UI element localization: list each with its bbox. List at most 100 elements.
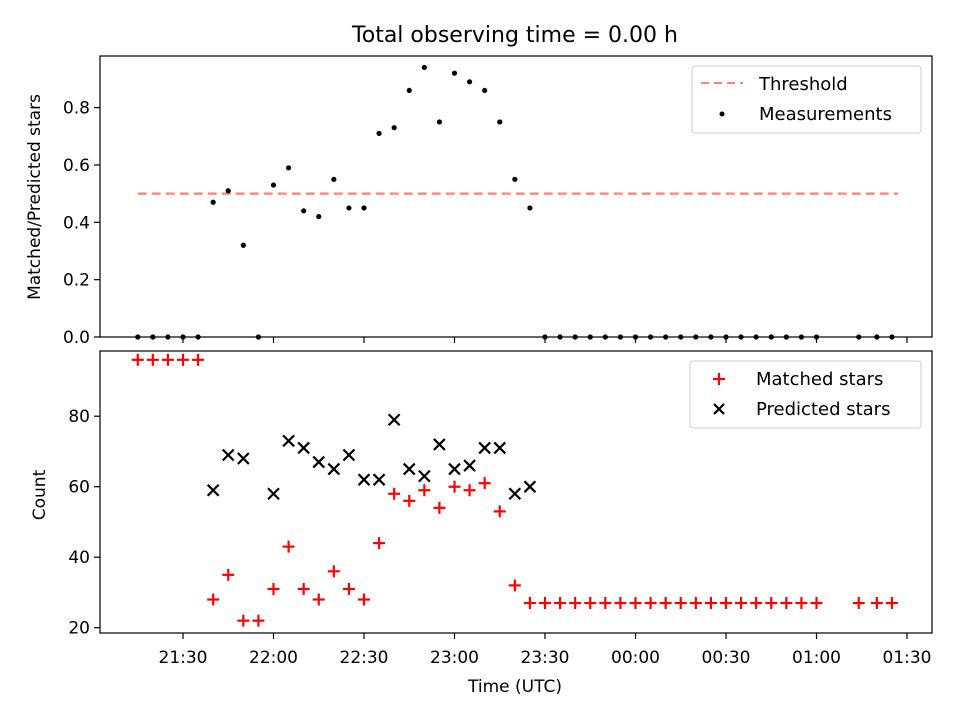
- top-panel: 0.00.20.40.60.8 Matched/Predicted stars …: [25, 55, 933, 348]
- predicted-star-point: [297, 441, 310, 455]
- predicted-star-point: [282, 434, 295, 448]
- predicted-star-point: [312, 455, 326, 469]
- matched-legend-marker: [713, 373, 725, 385]
- predicted-legend-marker: [713, 403, 725, 415]
- measurement-point: [406, 87, 412, 94]
- matched-star-point: [539, 597, 551, 610]
- matched-star-point: [852, 597, 865, 610]
- measurement-point: [376, 130, 382, 137]
- predicted-star-point: [402, 462, 416, 476]
- top-y-tick-label: 0.2: [63, 271, 90, 291]
- matched-star-point: [629, 597, 642, 610]
- predicted-star-point: [448, 462, 461, 476]
- matched-star-point: [237, 614, 250, 627]
- bottom-panel: 20 40 60 80 21:30 22:00 22:30 23:00 23:30 00:00 0…: [30, 350, 933, 697]
- predicted-star-point: [372, 473, 386, 486]
- bottom-y-tick-label: 80: [68, 407, 90, 427]
- bottom-axes-frame: [99, 350, 933, 634]
- matched-star-point: [282, 540, 295, 553]
- top-axes-frame: [99, 55, 933, 338]
- matched-star-point: [373, 537, 386, 550]
- bottom-y-axis-label: Count: [30, 469, 50, 520]
- matched-legend-label: Matched stars: [756, 369, 883, 390]
- matched-star-point: [478, 477, 491, 490]
- measurement-point: [512, 176, 518, 182]
- measurement-point: [436, 119, 443, 125]
- predicted-star-point: [237, 452, 250, 465]
- matched-star-point: [207, 593, 220, 606]
- measurement-point: [361, 205, 367, 211]
- matched-star-point: [297, 582, 310, 595]
- matched-star-point: [750, 597, 763, 610]
- matched-star-point: [146, 353, 159, 366]
- predicted-star-point: [478, 441, 491, 455]
- measurements-legend-marker: [719, 111, 725, 117]
- matched-star-point: [222, 568, 235, 581]
- predicted-star-point: [433, 438, 446, 451]
- matched-star-point: [177, 353, 189, 366]
- top-marks: [135, 64, 898, 340]
- predicted-star-point: [267, 487, 280, 501]
- matched-star-point: [870, 597, 883, 610]
- matched-star-point: [418, 484, 431, 497]
- predicted-star-point: [342, 448, 356, 462]
- x-tick-label: 00:00: [611, 648, 660, 668]
- measurement-point: [210, 199, 216, 205]
- x-tick-label: 00:30: [702, 648, 751, 668]
- top-y-axis-label: Matched/Predicted stars: [25, 94, 45, 300]
- measurement-point: [527, 205, 533, 211]
- measurement-point: [301, 208, 307, 214]
- predicted-star-point: [327, 462, 341, 476]
- matched-star-point: [358, 593, 370, 606]
- top-y-tick-label: 0.0: [63, 328, 90, 348]
- bottom-marks: [131, 353, 898, 627]
- predicted-star-point: [387, 413, 401, 427]
- matched-star-point: [735, 597, 748, 610]
- x-tick-label: 23:00: [430, 648, 479, 668]
- top-x-ticks: [182, 337, 908, 343]
- top-y-tick-label: 0.4: [63, 213, 90, 233]
- bottom-y-tick-label: 40: [68, 548, 90, 568]
- measurement-point: [316, 213, 322, 220]
- matched-star-point: [584, 597, 597, 610]
- bottom-y-ticks: 20 40 60 80: [68, 407, 100, 639]
- predicted-star-point: [206, 483, 220, 497]
- measurement-point: [285, 165, 292, 171]
- threshold-legend-label: Threshold: [758, 74, 848, 95]
- matched-star-point: [342, 582, 355, 595]
- measurement-point: [391, 125, 397, 131]
- measurement-point: [451, 70, 458, 76]
- matched-star-point: [554, 597, 567, 610]
- top-y-ticks: 0.0 0.2 0.4 0.6 0.8: [63, 99, 100, 348]
- measurement-point: [482, 87, 488, 94]
- matched-star-point: [448, 480, 461, 493]
- bottom-legend-box: [689, 360, 922, 429]
- x-tick-label: 22:00: [249, 648, 298, 668]
- matched-star-point: [704, 597, 717, 610]
- matched-star-point: [659, 597, 672, 610]
- predicted-star-point: [357, 473, 371, 486]
- x-axis-label: Time (UTC): [467, 677, 562, 697]
- matched-star-point: [433, 501, 446, 514]
- bottom-x-ticks: 21:30 22:00 22:30 23:00 23:30 00:00 00:30 01:00…: [159, 633, 932, 668]
- matched-star-point: [327, 565, 340, 578]
- measurement-point: [466, 79, 473, 85]
- matched-star-point: [674, 597, 687, 610]
- matched-star-point: [780, 597, 793, 610]
- matched-star-point: [252, 614, 265, 627]
- predicted-star-point: [221, 448, 235, 462]
- matched-star-point: [569, 597, 582, 610]
- measurement-point: [225, 188, 231, 194]
- chart-title: Total observing time = 0.00 h: [351, 23, 678, 48]
- measurement-point: [346, 205, 352, 211]
- top-legend-box: [691, 65, 922, 134]
- matched-star-point: [599, 597, 612, 610]
- measurement-point: [270, 182, 277, 188]
- x-tick-label: 23:30: [521, 648, 570, 668]
- measurements-legend-label: Measurements: [759, 104, 892, 125]
- matched-star-point: [795, 597, 808, 610]
- measurement-point: [240, 242, 246, 248]
- predicted-star-point: [508, 487, 522, 501]
- matched-star-point: [312, 593, 325, 606]
